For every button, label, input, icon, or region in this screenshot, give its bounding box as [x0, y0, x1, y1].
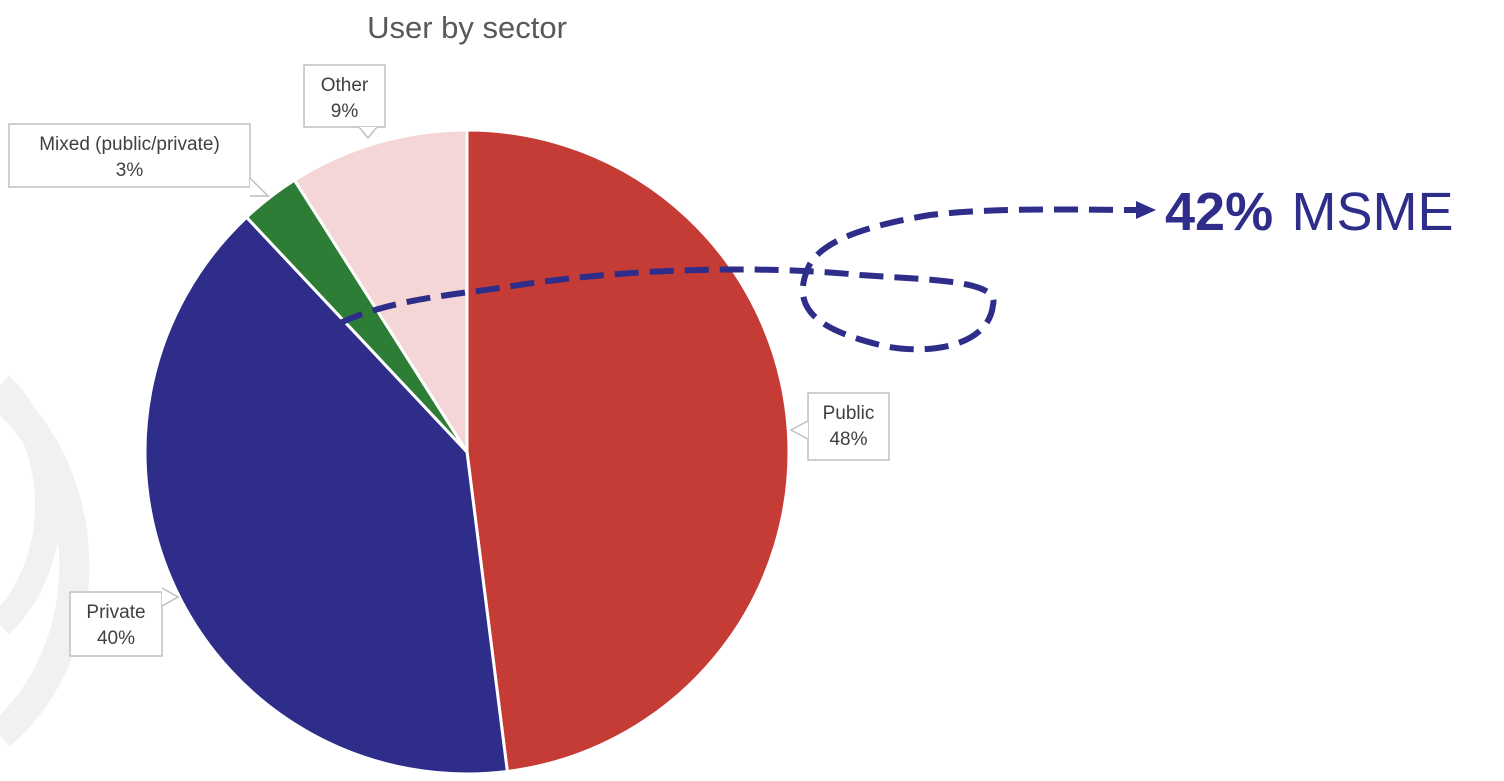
label-pointer [789, 420, 809, 440]
slice-label: Other 9% [303, 64, 386, 140]
label-pointer [358, 126, 378, 140]
pie-slice-private [143, 215, 510, 776]
slice-label: Private 40% [69, 587, 180, 657]
chart-title: User by sector [367, 10, 567, 45]
pie-slice-public [465, 128, 791, 774]
slice-name-label: Private [86, 602, 145, 623]
slice-labels: Public 48% Private 40% Mixed (public/private… [8, 64, 890, 657]
msme-percent: 42% [1165, 182, 1273, 242]
label-box [303, 64, 386, 128]
slice-name-label: Other [321, 75, 369, 96]
slice-value-label: 9% [331, 101, 359, 122]
label-box [69, 591, 163, 657]
slice-name-label: Mixed (public/private) [39, 134, 220, 155]
slice-name-label: Public [823, 403, 875, 424]
slice-value-label: 3% [116, 160, 144, 181]
slice-label: Public 48% [789, 392, 890, 461]
pie-slice-other [292, 128, 469, 458]
msme-callout: 42% MSME [1165, 182, 1454, 242]
msme-connector [338, 201, 1156, 353]
slice-value-label: 48% [829, 429, 867, 450]
slice-value-label: 40% [97, 628, 135, 649]
pie-slices [143, 128, 791, 776]
label-box [8, 123, 251, 188]
dashed-connector-line [338, 206, 1141, 353]
slice-label: Mixed (public/private) 3% [8, 123, 270, 197]
arrowhead-icon [1136, 201, 1156, 219]
msme-label: MSME [1292, 182, 1454, 242]
label-pointer [249, 177, 270, 197]
watermark-arc [0, 383, 90, 747]
label-pointer [161, 587, 180, 607]
watermark-arcs [0, 375, 90, 747]
